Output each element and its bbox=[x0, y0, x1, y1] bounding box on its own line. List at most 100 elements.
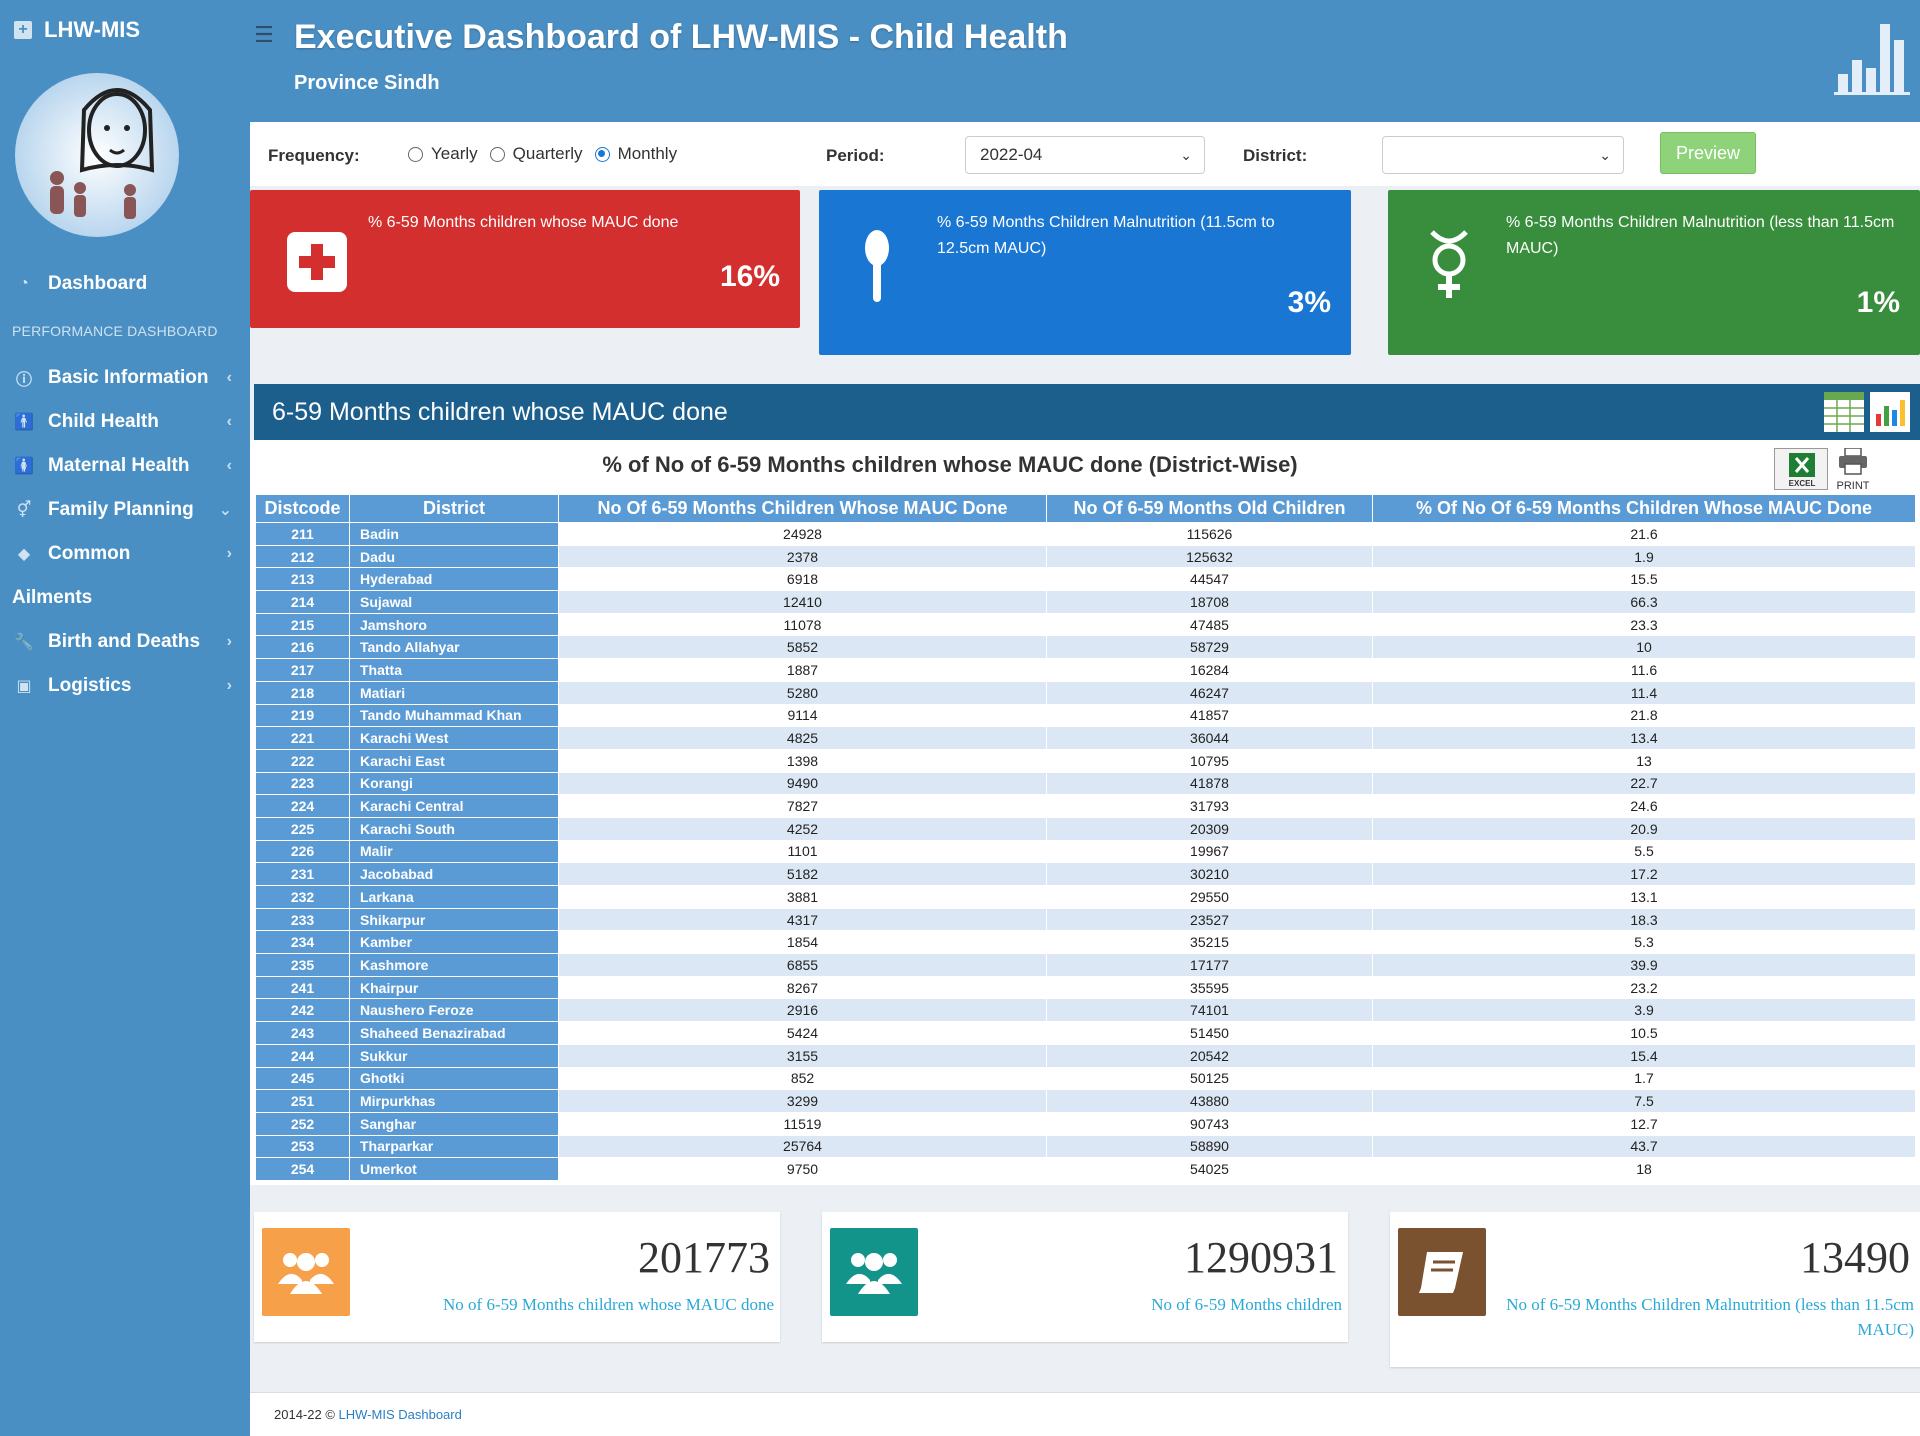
cell-district: Sujawal bbox=[349, 590, 559, 614]
print-button[interactable]: PRINT bbox=[1830, 448, 1876, 492]
lhw-logo bbox=[12, 70, 182, 240]
cell-children: 18708 bbox=[1046, 590, 1373, 614]
chevron-down-icon: ⌄ bbox=[1180, 147, 1192, 163]
sidebar-item-birth-and-deaths[interactable]: 🔧 Birth and Deaths › bbox=[0, 620, 250, 664]
cell-district: Larkana bbox=[349, 885, 559, 909]
brand[interactable]: + LHW-MIS bbox=[0, 0, 250, 60]
briefcase-icon: ▣ bbox=[16, 678, 32, 695]
cell-percent: 11.4 bbox=[1372, 680, 1916, 705]
footer-copyright: 2014-22 © bbox=[274, 1407, 335, 1422]
page-title: Executive Dashboard of LHW-MIS - Child H… bbox=[294, 18, 1068, 56]
cell-mauc-done: 24928 bbox=[558, 522, 1047, 546]
sidebar-item-common[interactable]: ◆ Common › bbox=[0, 532, 250, 576]
section-header: PERFORMANCE DASHBOARD bbox=[12, 323, 218, 339]
cell-mauc-done: 9750 bbox=[558, 1157, 1047, 1181]
sidebar-item-basic-information[interactable]: ⓘ Basic Information ‹ bbox=[0, 356, 250, 400]
cell-mauc-done: 7827 bbox=[558, 794, 1047, 818]
cell-district: Karachi East bbox=[349, 748, 559, 773]
district-select[interactable]: ⌄ bbox=[1382, 136, 1624, 174]
table-row: 211 Badin 24928 115626 21.6 bbox=[255, 522, 1916, 546]
sidebar-item-label: Common bbox=[48, 543, 131, 564]
footer: 2014-22 © LHW-MIS Dashboard bbox=[250, 1392, 1920, 1436]
footer-link[interactable]: LHW-MIS Dashboard bbox=[338, 1407, 462, 1422]
cell-percent: 23.3 bbox=[1372, 612, 1916, 637]
sidebar: + LHW-MIS ◔ bbox=[0, 0, 250, 1436]
radio-monthly[interactable] bbox=[594, 146, 610, 162]
table-row: 212 Dadu 2378 125632 1.9 bbox=[255, 544, 1916, 569]
cell-distcode: 253 bbox=[255, 1134, 350, 1159]
column-header[interactable]: % Of No Of 6-59 Months Children Whose MA… bbox=[1372, 494, 1916, 523]
cell-district: Tando Muhammad Khan bbox=[349, 703, 559, 728]
child-icon: 🚹 bbox=[14, 414, 34, 431]
cell-percent: 5.5 bbox=[1372, 839, 1916, 864]
table-row: 226 Malir 1101 19967 5.5 bbox=[255, 839, 1916, 864]
cell-children: 58890 bbox=[1046, 1134, 1373, 1159]
preview-button[interactable]: Preview bbox=[1660, 132, 1756, 174]
table-row: 244 Sukkur 3155 20542 15.4 bbox=[255, 1043, 1916, 1068]
cell-distcode: 231 bbox=[255, 862, 350, 886]
cell-children: 41878 bbox=[1046, 771, 1373, 796]
cell-district: Shikarpur bbox=[349, 907, 559, 932]
cell-distcode: 234 bbox=[255, 930, 350, 955]
column-header[interactable]: No Of 6-59 Months Children Whose MAUC Do… bbox=[558, 494, 1047, 523]
cell-mauc-done: 12410 bbox=[558, 590, 1047, 614]
cell-district: Badin bbox=[349, 522, 559, 546]
cell-distcode: 219 bbox=[255, 703, 350, 728]
cell-district: Karachi South bbox=[349, 816, 559, 841]
cell-children: 30210 bbox=[1046, 862, 1373, 886]
table-view-icon[interactable] bbox=[1824, 392, 1864, 432]
column-header[interactable]: No Of 6-59 Months Old Children bbox=[1046, 494, 1373, 523]
radio-monthly-label: Monthly bbox=[617, 144, 678, 163]
chevron-left-icon: ‹ bbox=[226, 457, 232, 474]
cell-mauc-done: 2378 bbox=[558, 544, 1047, 569]
table-row: 234 Kamber 1854 35215 5.3 bbox=[255, 930, 1916, 955]
cell-mauc-done: 5424 bbox=[558, 1021, 1047, 1045]
chart-view-icon[interactable] bbox=[1870, 392, 1910, 432]
page-subtitle: Province Sindh bbox=[294, 72, 440, 94]
cell-percent: 18.3 bbox=[1372, 907, 1916, 932]
sidebar-item-family-planning[interactable]: ⚥ Family Planning ⌄ bbox=[0, 488, 250, 532]
excel-export-button[interactable]: EXCEL bbox=[1774, 448, 1828, 490]
radio-yearly[interactable] bbox=[408, 146, 423, 162]
period-select[interactable]: 2022-04 ⌄ bbox=[965, 136, 1205, 174]
sidebar-item-maternal-health[interactable]: 🚺 Maternal Health ‹ bbox=[0, 444, 250, 488]
cell-children: 74101 bbox=[1046, 998, 1373, 1023]
sidebar-item-label: Ailments bbox=[12, 587, 93, 608]
sidebar-item-ailments[interactable]: Ailments bbox=[0, 576, 250, 620]
column-header[interactable]: Distcode bbox=[255, 494, 350, 523]
sidebar-item-logistics[interactable]: ▣ Logistics › bbox=[0, 664, 250, 708]
cell-distcode: 216 bbox=[255, 635, 350, 660]
cell-district: Naushero Feroze bbox=[349, 998, 559, 1023]
panel-body: % of No of 6-59 Months children whose MA… bbox=[250, 440, 1920, 1185]
cell-district: Tando Allahyar bbox=[349, 635, 559, 660]
radio-quarterly[interactable] bbox=[489, 146, 505, 162]
table-row: 221 Karachi West 4825 36044 13.4 bbox=[255, 726, 1916, 750]
sidebar-item-label: Child Health bbox=[48, 411, 159, 432]
cell-distcode: 242 bbox=[255, 998, 350, 1023]
stat-number: 201773 bbox=[638, 1233, 770, 1282]
cell-percent: 39.9 bbox=[1372, 953, 1916, 977]
cell-mauc-done: 5280 bbox=[558, 680, 1047, 705]
cell-distcode: 221 bbox=[255, 726, 350, 750]
cell-mauc-done: 11078 bbox=[558, 612, 1047, 637]
table-row: 231 Jacobabad 5182 30210 17.2 bbox=[255, 862, 1916, 886]
kpi-label: % 6-59 Months Children Malnutrition (les… bbox=[1506, 214, 1895, 257]
cell-percent: 10 bbox=[1372, 635, 1916, 660]
table-row: 235 Kashmore 6855 17177 39.9 bbox=[255, 953, 1916, 977]
menu-toggle-icon[interactable]: ☰ bbox=[254, 22, 274, 47]
panel-header: 6-59 Months children whose MAUC done bbox=[254, 384, 1920, 440]
printer-icon bbox=[1839, 448, 1867, 475]
users-icon bbox=[830, 1228, 918, 1316]
cell-mauc-done: 852 bbox=[558, 1066, 1047, 1091]
column-header[interactable]: District bbox=[349, 494, 559, 523]
cell-children: 43880 bbox=[1046, 1089, 1373, 1113]
sidebar-menu: ◔ Dashboard PERFORMANCE DASHBOARD ⓘ Basi… bbox=[0, 262, 250, 708]
cell-distcode: 211 bbox=[255, 522, 350, 546]
spoon-icon bbox=[865, 230, 889, 302]
sidebar-item-dashboard[interactable]: ◔ Dashboard bbox=[0, 262, 250, 306]
table-row: 214 Sujawal 12410 18708 66.3 bbox=[255, 590, 1916, 614]
cell-district: Tharparkar bbox=[349, 1134, 559, 1159]
sidebar-item-child-health[interactable]: 🚹 Child Health ‹ bbox=[0, 400, 250, 444]
header: ☰ Executive Dashboard of LHW-MIS - Child… bbox=[250, 0, 1920, 122]
cell-distcode: 226 bbox=[255, 839, 350, 864]
